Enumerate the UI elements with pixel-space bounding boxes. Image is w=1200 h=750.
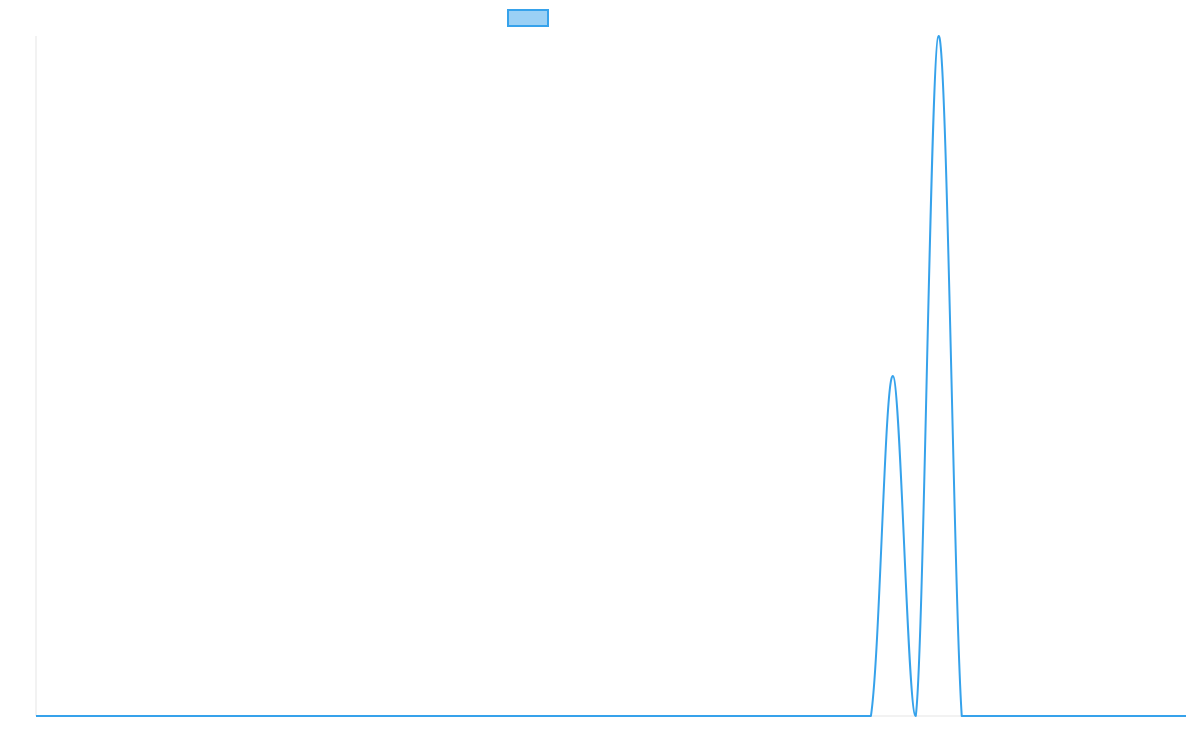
series-line [36,35,1186,718]
chart-axes [35,36,1186,717]
legend[interactable] [507,9,549,27]
plot-area [36,35,1186,718]
legend-swatch[interactable] [507,9,549,27]
